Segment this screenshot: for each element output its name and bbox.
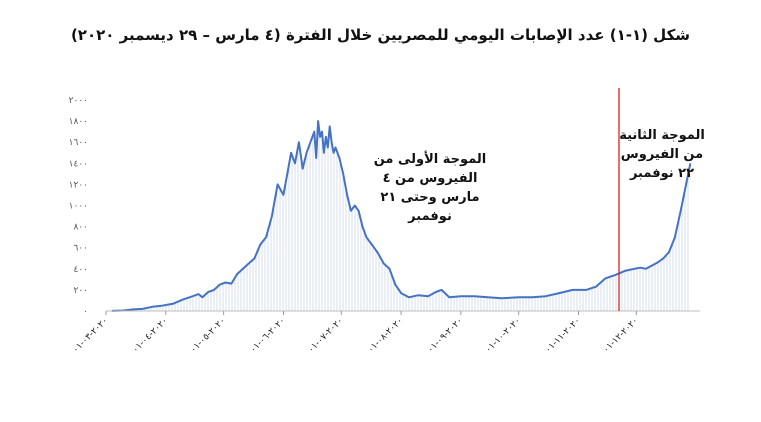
x-tick-label: ٢٠٢٠-١٠-٠١: [484, 316, 523, 355]
x-tick-label: ٢٠٢٠-٠٣-٠١: [71, 316, 110, 355]
chart-title: شكل (١-١) عدد الإصابات اليومي للمصريين خ…: [70, 26, 691, 44]
x-axis: ٢٠٢٠-٠٣-٠١ ٢٠٢٠-٠٤-٠١ ٢٠٢٠-٠٥-٠١ ٢٠٢٠-٠٦-٠١…: [71, 311, 640, 355]
series-area: [111, 121, 691, 311]
x-tick-label: ٢٠٢٠-٠٩-٠١: [426, 316, 465, 355]
annotations: الموجة الأولى من الفيروس من ٤ مارس وحتى ٢١…: [374, 128, 705, 224]
y-tick-label: ١٠٠٠: [69, 202, 88, 212]
x-tick-label: ٢٠٢٠-٠٤-٠١: [131, 316, 170, 355]
y-tick-label: ٤٠٠: [73, 265, 88, 275]
x-tick-label: ٢٠٢٠-٠٨-٠١: [366, 316, 405, 355]
y-tick-label: ٢٠٠٠: [69, 96, 88, 106]
y-tick-label: ١٦٠٠: [69, 138, 88, 148]
annotation-line: نوفمبر: [407, 209, 452, 224]
x-tick-label: ٢٠٢٠-٠٥-٠١: [189, 316, 228, 355]
y-tick-label: ٨٠٠: [73, 223, 88, 233]
annotation-line: الموجة الأولى من: [374, 150, 487, 167]
annotation-line: من الفيروس: [621, 147, 703, 162]
x-tick-label: ٢٠٢٠-١١-٠١: [544, 316, 583, 355]
annotation-line: ٢٢ نوفمبر: [629, 166, 694, 181]
x-tick-label: ٢٠٢٠-٠٦-٠١: [249, 316, 288, 355]
plot-area: [106, 88, 700, 312]
y-tick-label: ١٢٠٠: [69, 180, 88, 190]
y-tick-label: ١٨٠٠: [69, 117, 88, 127]
series-line: [111, 120, 692, 312]
y-tick-label: ١٤٠٠: [69, 159, 88, 169]
y-tick-label: ٢٠٠: [73, 286, 88, 296]
annotation-line: الموجة الثانية: [619, 128, 705, 143]
y-axis: ٠ ٢٠٠ ٤٠٠ ٦٠٠ ٨٠٠ ١٠٠٠ ١٢٠٠ ١٤٠٠ ١٦٠٠ ١٨٠٠ ٢٠٠٠: [69, 96, 88, 317]
annotation-line: الفيروس من ٤: [383, 171, 478, 186]
x-tick-label: ٢٠٢٠-٠٧-٠١: [306, 316, 345, 355]
first-wave-annotation: الموجة الأولى من الفيروس من ٤ مارس وحتى ٢١…: [374, 150, 487, 224]
x-tick-label: ٢٠٢٠-١٢-٠١: [601, 316, 640, 355]
y-tick-label: ٠: [83, 307, 88, 317]
second-wave-annotation: الموجة الثانية من الفيروس ٢٢ نوفمبر: [619, 128, 705, 181]
annotation-line: مارس وحتى ٢١: [380, 190, 479, 205]
y-tick-label: ٦٠٠: [73, 244, 88, 254]
